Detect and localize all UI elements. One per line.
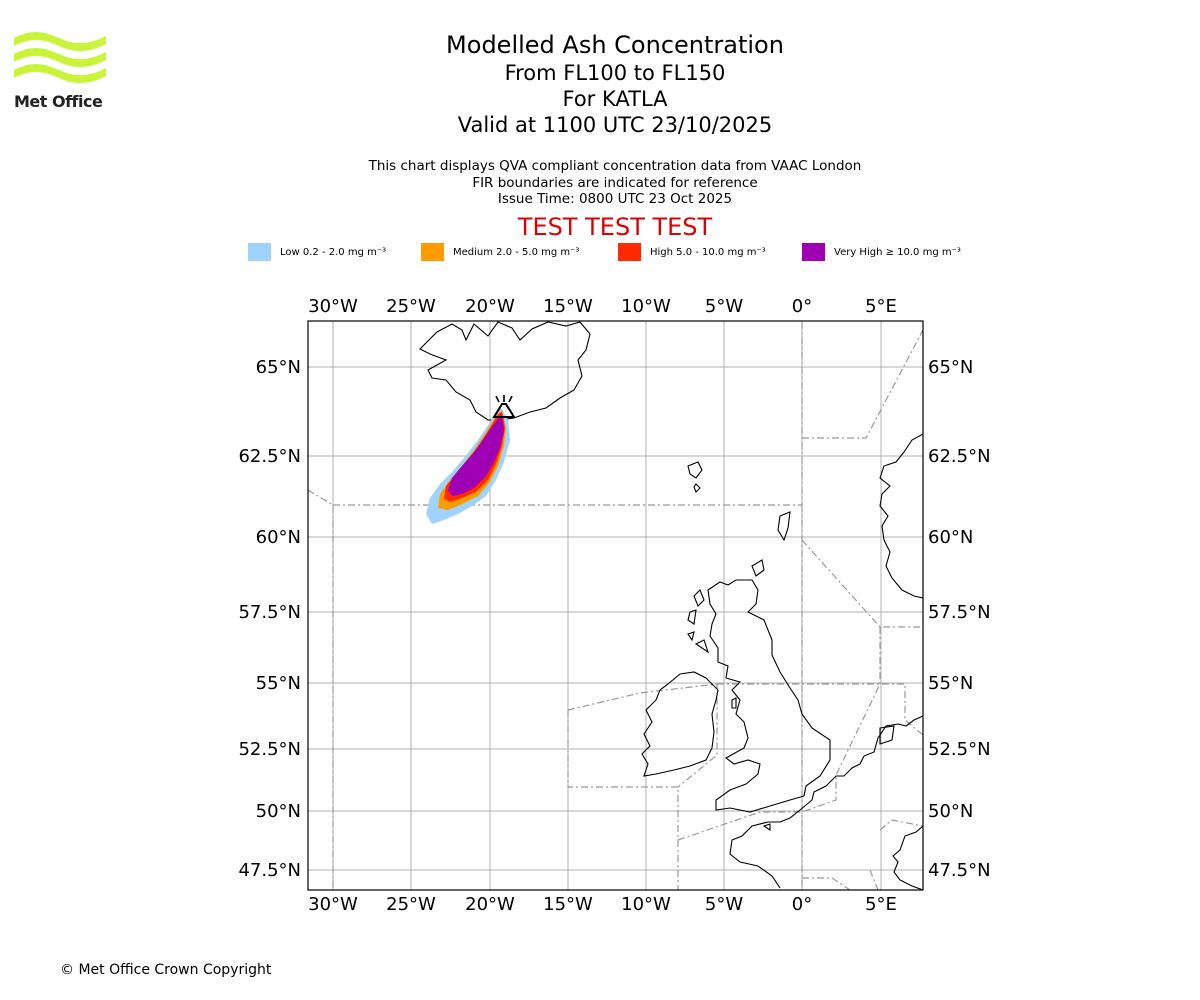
- lon-tick-label-top: 0°: [792, 296, 812, 317]
- legend: Low 0.2 - 2.0 mg m⁻³ Medium 2.0 - 5.0 mg…: [0, 243, 1200, 265]
- fir-notice: FIR boundaries are indicated for referen…: [472, 174, 758, 191]
- legend-swatch-very-high: [802, 243, 825, 261]
- lat-tick-label-right: 52.5°N: [928, 739, 991, 760]
- copyright-notice: © Met Office Crown Copyright: [60, 962, 272, 978]
- lon-tick-label-top: 5°E: [865, 296, 897, 317]
- lon-tick-label-bottom: 20°W: [465, 894, 515, 915]
- shetland-coast: [777, 511, 791, 542]
- lon-tick-label-bottom: 10°W: [621, 894, 671, 915]
- lat-tick-label-left: 47.5°N: [238, 860, 301, 881]
- subtitle-block: This chart displays QVA compliant concen…: [315, 158, 915, 208]
- lon-tick-label-bottom: 15°W: [543, 894, 593, 915]
- lat-tick-label-left: 65°N: [256, 357, 301, 378]
- lat-tick-label-left: 62.5°N: [238, 446, 301, 467]
- fir-boundaries: [308, 321, 923, 890]
- ash-plume: [426, 406, 510, 524]
- legend-item-high: High 5.0 - 10.0 mg m⁻³: [618, 243, 766, 261]
- lon-tick-label-bottom: 0°: [792, 894, 812, 915]
- legend-label-very-high: Very High ≥ 10.0 mg m⁻³: [834, 246, 961, 258]
- lon-tick-label-bottom: 5°W: [705, 894, 743, 915]
- legend-swatch-high: [618, 243, 641, 261]
- lat-tick-label-left: 57.5°N: [238, 602, 301, 623]
- continent-coast: [729, 715, 923, 889]
- lat-tick-label-right: 55°N: [928, 673, 973, 694]
- ash-very-high-zone: [448, 414, 504, 496]
- ireland-coast: [641, 671, 719, 777]
- valid-time: Valid at 1100 UTC 23/10/2025: [457, 113, 773, 137]
- legend-item-very-high: Very High ≥ 10.0 mg m⁻³: [802, 243, 961, 261]
- lat-tick-label-right: 60°N: [928, 527, 973, 548]
- lat-tick-label-right: 65°N: [928, 357, 973, 378]
- met-office-logo: Met Office: [14, 30, 108, 112]
- lat-tick-label-left: 60°N: [256, 527, 301, 548]
- chart-title: Modelled Ash Concentration: [446, 31, 784, 59]
- axis-tick-labels: 30°W 30°W 25°W 25°W 20°W 20°W 15°W 15°W 10°W 10°W…: [238, 296, 990, 915]
- lon-tick-label-bottom: 25°W: [386, 894, 436, 915]
- met-office-waves-icon: [14, 32, 106, 84]
- legend-label-high: High 5.0 - 10.0 mg m⁻³: [650, 246, 766, 258]
- map-frame: [307, 320, 924, 891]
- volcano-name: For KATLA: [562, 87, 668, 111]
- legend-label-low: Low 0.2 - 2.0 mg m⁻³: [280, 246, 387, 258]
- flight-level-range: From FL100 to FL150: [504, 61, 726, 85]
- title-block: Modelled Ash Concentration From FL100 to…: [365, 30, 865, 138]
- lat-tick-label-right: 57.5°N: [928, 602, 991, 623]
- lon-tick-label-top: 5°W: [705, 296, 743, 317]
- lat-tick-label-left: 55°N: [256, 673, 301, 694]
- lat-tick-label-right: 47.5°N: [928, 860, 991, 881]
- graticule: [308, 321, 923, 890]
- lat-tick-label-left: 52.5°N: [238, 739, 301, 760]
- iceland-coast: [419, 321, 591, 421]
- lon-tick-label-top: 25°W: [386, 296, 436, 317]
- coastlines: [419, 321, 923, 890]
- norway-coast: [879, 433, 923, 599]
- issue-time: Issue Time: 0800 UTC 23 Oct 2025: [497, 191, 733, 207]
- lon-tick-label-top: 30°W: [308, 296, 358, 317]
- qva-notice: This chart displays QVA compliant concen…: [368, 158, 862, 174]
- legend-item-low: Low 0.2 - 2.0 mg m⁻³: [248, 243, 386, 261]
- legend-item-medium: Medium 2.0 - 5.0 mg m⁻³: [421, 243, 579, 261]
- lon-tick-label-top: 20°W: [465, 296, 515, 317]
- logo-wordmark: Met Office: [14, 92, 103, 111]
- lat-tick-label-right: 62.5°N: [928, 446, 991, 467]
- lon-tick-label-top: 15°W: [543, 296, 593, 317]
- lat-tick-label-left: 50°N: [256, 801, 301, 822]
- lon-tick-label-top: 10°W: [621, 296, 671, 317]
- legend-swatch-medium: [421, 243, 444, 261]
- legend-label-medium: Medium 2.0 - 5.0 mg m⁻³: [453, 246, 580, 258]
- lon-tick-label-bottom: 5°E: [865, 894, 897, 915]
- lon-tick-label-bottom: 30°W: [308, 894, 358, 915]
- legend-swatch-low: [248, 243, 271, 261]
- test-banner: TEST TEST TEST: [517, 213, 713, 241]
- volcano-icon: [492, 395, 516, 418]
- great-britain-coast: [707, 579, 831, 813]
- faroe-coast: [687, 461, 703, 479]
- lat-tick-label-right: 50°N: [928, 801, 973, 822]
